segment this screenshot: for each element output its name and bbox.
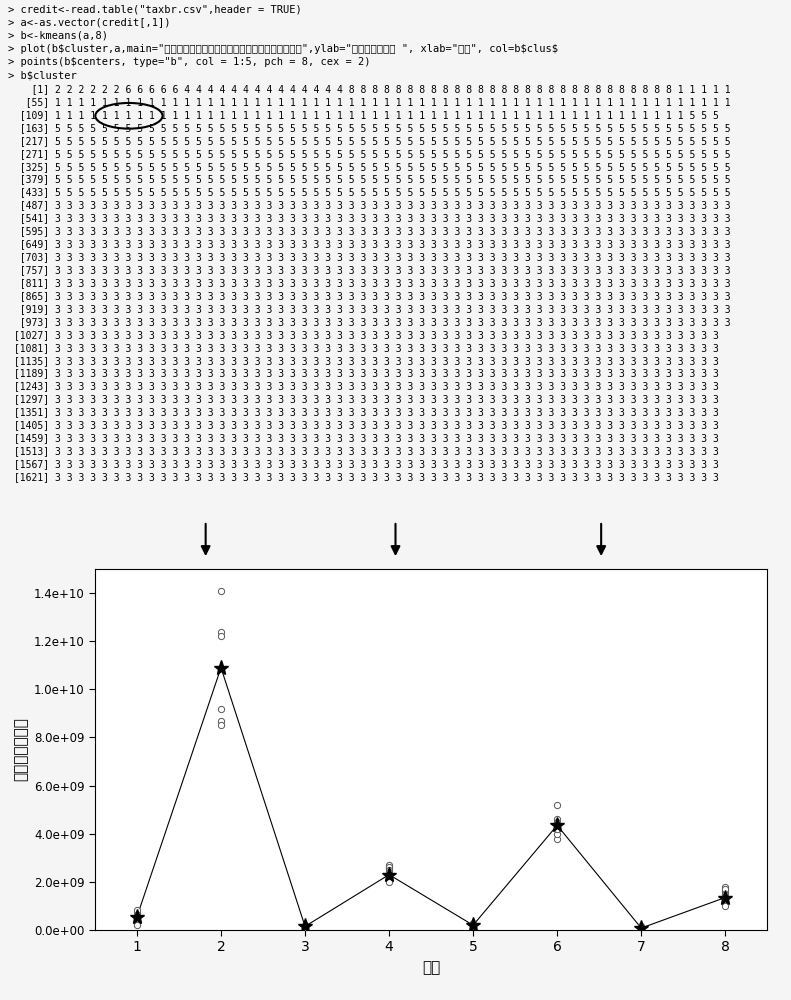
Text: [1] 2 2 2 2 2 2 6 6 6 6 6 4 4 4 4 4 4 4 4 4 4 4 4 4 4 8 8 8 8 8 8 8 8 8 8 8 8 8 : [1] 2 2 2 2 2 2 6 6 6 6 6 4 4 4 4 4 4 4 … <box>8 84 731 94</box>
Text: [433] 5 5 5 5 5 5 5 5 5 5 5 5 5 5 5 5 5 5 5 5 5 5 5 5 5 5 5 5 5 5 5 5 5 5 5 5 5 : [433] 5 5 5 5 5 5 5 5 5 5 5 5 5 5 5 5 5 … <box>8 187 731 197</box>
Text: [973] 3 3 3 3 3 3 3 3 3 3 3 3 3 3 3 3 3 3 3 3 3 3 3 3 3 3 3 3 3 3 3 3 3 3 3 3 3 : [973] 3 3 3 3 3 3 3 3 3 3 3 3 3 3 3 3 3 … <box>8 317 731 327</box>
Text: [1621] 3 3 3 3 3 3 3 3 3 3 3 3 3 3 3 3 3 3 3 3 3 3 3 3 3 3 3 3 3 3 3 3 3 3 3 3 3: [1621] 3 3 3 3 3 3 3 3 3 3 3 3 3 3 3 3 3… <box>8 472 719 482</box>
Text: [1243] 3 3 3 3 3 3 3 3 3 3 3 3 3 3 3 3 3 3 3 3 3 3 3 3 3 3 3 3 3 3 3 3 3 3 3 3 3: [1243] 3 3 3 3 3 3 3 3 3 3 3 3 3 3 3 3 3… <box>8 381 719 391</box>
Text: [1081] 3 3 3 3 3 3 3 3 3 3 3 3 3 3 3 3 3 3 3 3 3 3 3 3 3 3 3 3 3 3 3 3 3 3 3 3 3: [1081] 3 3 3 3 3 3 3 3 3 3 3 3 3 3 3 3 3… <box>8 343 719 353</box>
Text: [1351] 3 3 3 3 3 3 3 3 3 3 3 3 3 3 3 3 3 3 3 3 3 3 3 3 3 3 3 3 3 3 3 3 3 3 3 3 3: [1351] 3 3 3 3 3 3 3 3 3 3 3 3 3 3 3 3 3… <box>8 407 719 417</box>
Text: [1567] 3 3 3 3 3 3 3 3 3 3 3 3 3 3 3 3 3 3 3 3 3 3 3 3 3 3 3 3 3 3 3 3 3 3 3 3 3: [1567] 3 3 3 3 3 3 3 3 3 3 3 3 3 3 3 3 3… <box>8 459 719 469</box>
Text: [109] 1 1 1 1 1 1 1 1 1 1 1 1 1 1 1 1 1 1 1 1 1 1 1 1 1 1 1 1 1 1 1 1 1 1 1 1 1 : [109] 1 1 1 1 1 1 1 1 1 1 1 1 1 1 1 1 1 … <box>8 110 719 120</box>
Text: [1405] 3 3 3 3 3 3 3 3 3 3 3 3 3 3 3 3 3 3 3 3 3 3 3 3 3 3 3 3 3 3 3 3 3 3 3 3 3: [1405] 3 3 3 3 3 3 3 3 3 3 3 3 3 3 3 3 3… <box>8 420 719 430</box>
Text: [1513] 3 3 3 3 3 3 3 3 3 3 3 3 3 3 3 3 3 3 3 3 3 3 3 3 3 3 3 3 3 3 3 3 3 3 3 3 3: [1513] 3 3 3 3 3 3 3 3 3 3 3 3 3 3 3 3 3… <box>8 446 719 456</box>
Text: [865] 3 3 3 3 3 3 3 3 3 3 3 3 3 3 3 3 3 3 3 3 3 3 3 3 3 3 3 3 3 3 3 3 3 3 3 3 3 : [865] 3 3 3 3 3 3 3 3 3 3 3 3 3 3 3 3 3 … <box>8 291 731 301</box>
Text: [163] 5 5 5 5 5 5 5 5 5 5 5 5 5 5 5 5 5 5 5 5 5 5 5 5 5 5 5 5 5 5 5 5 5 5 5 5 5 : [163] 5 5 5 5 5 5 5 5 5 5 5 5 5 5 5 5 5 … <box>8 123 731 133</box>
Text: > b<-kmeans(a,8): > b<-kmeans(a,8) <box>8 31 108 41</box>
Text: [217] 5 5 5 5 5 5 5 5 5 5 5 5 5 5 5 5 5 5 5 5 5 5 5 5 5 5 5 5 5 5 5 5 5 5 5 5 5 : [217] 5 5 5 5 5 5 5 5 5 5 5 5 5 5 5 5 5 … <box>8 136 731 146</box>
Text: [703] 3 3 3 3 3 3 3 3 3 3 3 3 3 3 3 3 3 3 3 3 3 3 3 3 3 3 3 3 3 3 3 3 3 3 3 3 3 : [703] 3 3 3 3 3 3 3 3 3 3 3 3 3 3 3 3 3 … <box>8 252 731 262</box>
Text: [1135] 3 3 3 3 3 3 3 3 3 3 3 3 3 3 3 3 3 3 3 3 3 3 3 3 3 3 3 3 3 3 3 3 3 3 3 3 3: [1135] 3 3 3 3 3 3 3 3 3 3 3 3 3 3 3 3 3… <box>8 356 719 366</box>
Text: [649] 3 3 3 3 3 3 3 3 3 3 3 3 3 3 3 3 3 3 3 3 3 3 3 3 3 3 3 3 3 3 3 3 3 3 3 3 3 : [649] 3 3 3 3 3 3 3 3 3 3 3 3 3 3 3 3 3 … <box>8 239 731 249</box>
Text: [757] 3 3 3 3 3 3 3 3 3 3 3 3 3 3 3 3 3 3 3 3 3 3 3 3 3 3 3 3 3 3 3 3 3 3 3 3 3 : [757] 3 3 3 3 3 3 3 3 3 3 3 3 3 3 3 3 3 … <box>8 265 731 275</box>
Text: [919] 3 3 3 3 3 3 3 3 3 3 3 3 3 3 3 3 3 3 3 3 3 3 3 3 3 3 3 3 3 3 3 3 3 3 3 3 3 : [919] 3 3 3 3 3 3 3 3 3 3 3 3 3 3 3 3 3 … <box>8 304 731 314</box>
Text: [271] 5 5 5 5 5 5 5 5 5 5 5 5 5 5 5 5 5 5 5 5 5 5 5 5 5 5 5 5 5 5 5 5 5 5 5 5 5 : [271] 5 5 5 5 5 5 5 5 5 5 5 5 5 5 5 5 5 … <box>8 149 731 159</box>
Text: [487] 3 3 3 3 3 3 3 3 3 3 3 3 3 3 3 3 3 3 3 3 3 3 3 3 3 3 3 3 3 3 3 3 3 3 3 3 3 : [487] 3 3 3 3 3 3 3 3 3 3 3 3 3 3 3 3 3 … <box>8 200 731 210</box>
Text: [811] 3 3 3 3 3 3 3 3 3 3 3 3 3 3 3 3 3 3 3 3 3 3 3 3 3 3 3 3 3 3 3 3 3 3 3 3 3 : [811] 3 3 3 3 3 3 3 3 3 3 3 3 3 3 3 3 3 … <box>8 278 731 288</box>
Text: [1189] 3 3 3 3 3 3 3 3 3 3 3 3 3 3 3 3 3 3 3 3 3 3 3 3 3 3 3 3 3 3 3 3 3 3 3 3 3: [1189] 3 3 3 3 3 3 3 3 3 3 3 3 3 3 3 3 3… <box>8 369 719 379</box>
Text: [1297] 3 3 3 3 3 3 3 3 3 3 3 3 3 3 3 3 3 3 3 3 3 3 3 3 3 3 3 3 3 3 3 3 3 3 3 3 3: [1297] 3 3 3 3 3 3 3 3 3 3 3 3 3 3 3 3 3… <box>8 394 719 404</box>
Text: [55] 1 1 1 1 1 1 1 1 1 1 1 1 1 1 1 1 1 1 1 1 1 1 1 1 1 1 1 1 1 1 1 1 1 1 1 1 1 1: [55] 1 1 1 1 1 1 1 1 1 1 1 1 1 1 1 1 1 1… <box>8 97 731 107</box>
Text: > points(b$centers, type="b", col = 1:5, pch = 8, cex = 2): > points(b$centers, type="b", col = 1:5,… <box>8 57 370 67</box>
X-axis label: 组别: 组别 <box>422 960 441 975</box>
Text: [1459] 3 3 3 3 3 3 3 3 3 3 3 3 3 3 3 3 3 3 3 3 3 3 3 3 3 3 3 3 3 3 3 3 3 3 3 3 3: [1459] 3 3 3 3 3 3 3 3 3 3 3 3 3 3 3 3 3… <box>8 433 719 443</box>
Text: [1027] 3 3 3 3 3 3 3 3 3 3 3 3 3 3 3 3 3 3 3 3 3 3 3 3 3 3 3 3 3 3 3 3 3 3 3 3 3: [1027] 3 3 3 3 3 3 3 3 3 3 3 3 3 3 3 3 3… <box>8 330 719 340</box>
Text: [595] 3 3 3 3 3 3 3 3 3 3 3 3 3 3 3 3 3 3 3 3 3 3 3 3 3 3 3 3 3 3 3 3 3 3 3 3 3 : [595] 3 3 3 3 3 3 3 3 3 3 3 3 3 3 3 3 3 … <box>8 226 731 236</box>
Y-axis label: 实际放款（元）: 实际放款（元） <box>13 718 28 781</box>
Text: [379] 5 5 5 5 5 5 5 5 5 5 5 5 5 5 5 5 5 5 5 5 5 5 5 5 5 5 5 5 5 5 5 5 5 5 5 5 5 : [379] 5 5 5 5 5 5 5 5 5 5 5 5 5 5 5 5 5 … <box>8 175 731 185</box>
Text: > b$cluster: > b$cluster <box>8 71 77 81</box>
Text: > a<-as.vector(credit[,1]): > a<-as.vector(credit[,1]) <box>8 17 170 27</box>
Text: [541] 3 3 3 3 3 3 3 3 3 3 3 3 3 3 3 3 3 3 3 3 3 3 3 3 3 3 3 3 3 3 3 3 3 3 3 3 3 : [541] 3 3 3 3 3 3 3 3 3 3 3 3 3 3 3 3 3 … <box>8 213 731 223</box>
Text: > credit<-read.table("taxbr.csv",header = TRUE): > credit<-read.table("taxbr.csv",header … <box>8 4 301 14</box>
Text: [325] 5 5 5 5 5 5 5 5 5 5 5 5 5 5 5 5 5 5 5 5 5 5 5 5 5 5 5 5 5 5 5 5 5 5 5 5 5 : [325] 5 5 5 5 5 5 5 5 5 5 5 5 5 5 5 5 5 … <box>8 162 731 172</box>
Text: > plot(b$cluster,a,main="商业价値信用贷款实际放款额度极端値分析示意图",ylab="实际放款（元） ", xlab="组别", col: > plot(b$cluster,a,main="商业价値信用贷款实际放款额度极… <box>8 44 558 54</box>
